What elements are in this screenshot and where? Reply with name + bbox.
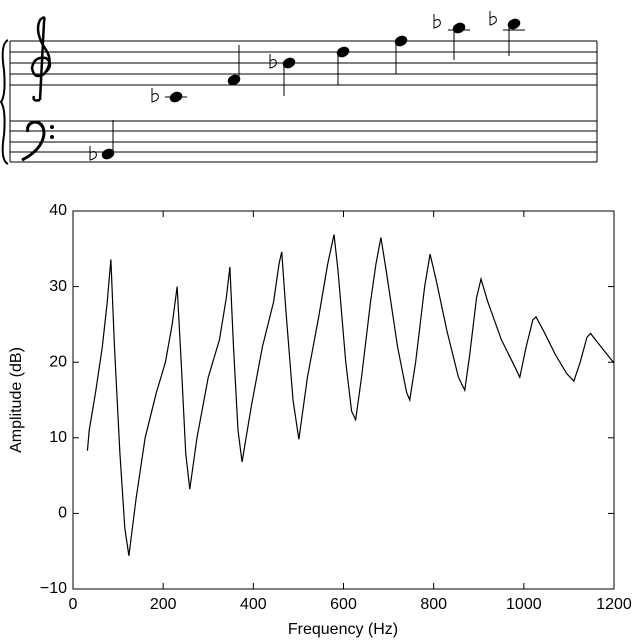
brace — [0, 39, 9, 165]
y-tick-label: 20 — [49, 353, 67, 370]
music-score — [0, 11, 598, 165]
y-tick-label: 0 — [58, 505, 67, 522]
y-tick-label: 30 — [49, 278, 67, 295]
x-tick-label: 200 — [150, 596, 177, 613]
treble-clef — [30, 16, 52, 102]
notes — [89, 11, 525, 161]
x-tick-label: 1000 — [506, 596, 542, 613]
x-tick-label: 0 — [69, 596, 78, 613]
y-tick-label: 10 — [49, 429, 67, 446]
y-tick-label: −10 — [40, 580, 67, 597]
data-line — [86, 234, 615, 556]
bass-clef — [21, 120, 46, 162]
x-tick-label: 800 — [420, 596, 447, 613]
x-tick-label: 600 — [330, 596, 357, 613]
y-axis-label: Amplitude (dB) — [8, 347, 25, 453]
x-tick-label: 1200 — [596, 596, 632, 613]
x-axis-label: Frequency (Hz) — [288, 621, 398, 638]
x-tick-label: 400 — [240, 596, 267, 613]
y-tick-label: 40 — [49, 202, 67, 219]
